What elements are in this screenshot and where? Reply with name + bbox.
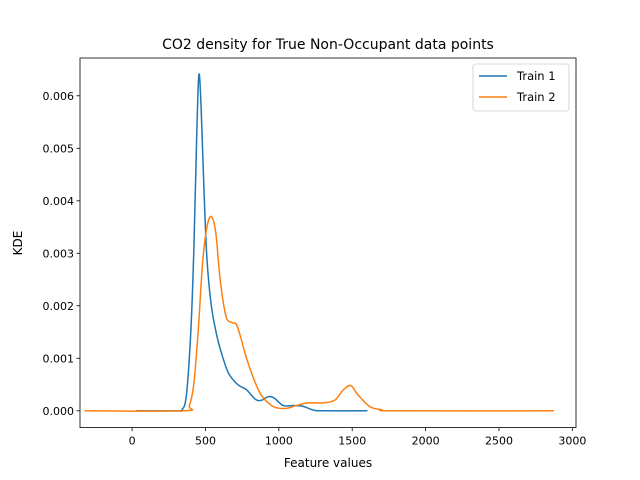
plot-area <box>79 57 577 429</box>
plot-frame <box>79 57 577 429</box>
x-axis-label: Feature values <box>284 456 372 470</box>
legend: Train 1 Train 2 <box>472 63 570 112</box>
y-tick-label: 0.003 <box>43 247 75 260</box>
y-tick-label: 0.002 <box>43 300 75 313</box>
x-tick-label: 2500 <box>485 435 513 448</box>
series-layer <box>84 73 554 412</box>
chart-title: CO2 density for True Non-Occupant data p… <box>162 37 494 53</box>
y-tick-label: 0.004 <box>43 195 75 208</box>
series-line-1 <box>135 73 368 412</box>
legend-label-2: Train 2 <box>516 90 556 104</box>
y-tick-label: 0.000 <box>43 405 75 418</box>
y-axis: 0.000 0.001 0.002 0.003 0.004 0.005 0.006 <box>43 90 80 418</box>
x-tick-label: 0 <box>129 435 136 448</box>
x-axis: 0 500 1000 1500 2000 2500 3000 <box>129 427 586 448</box>
y-tick-label: 0.005 <box>43 142 75 155</box>
x-tick-label: 500 <box>195 435 216 448</box>
legend-label-1: Train 1 <box>516 69 556 83</box>
y-axis-label: KDE <box>11 231 25 256</box>
x-tick-label: 3000 <box>558 435 586 448</box>
x-tick-label: 2000 <box>412 435 440 448</box>
x-tick-label: 1500 <box>338 435 366 448</box>
y-tick-label: 0.001 <box>43 352 75 365</box>
series-line-2 <box>84 215 554 412</box>
x-tick-label: 1000 <box>265 435 293 448</box>
y-tick-label: 0.006 <box>43 90 75 103</box>
